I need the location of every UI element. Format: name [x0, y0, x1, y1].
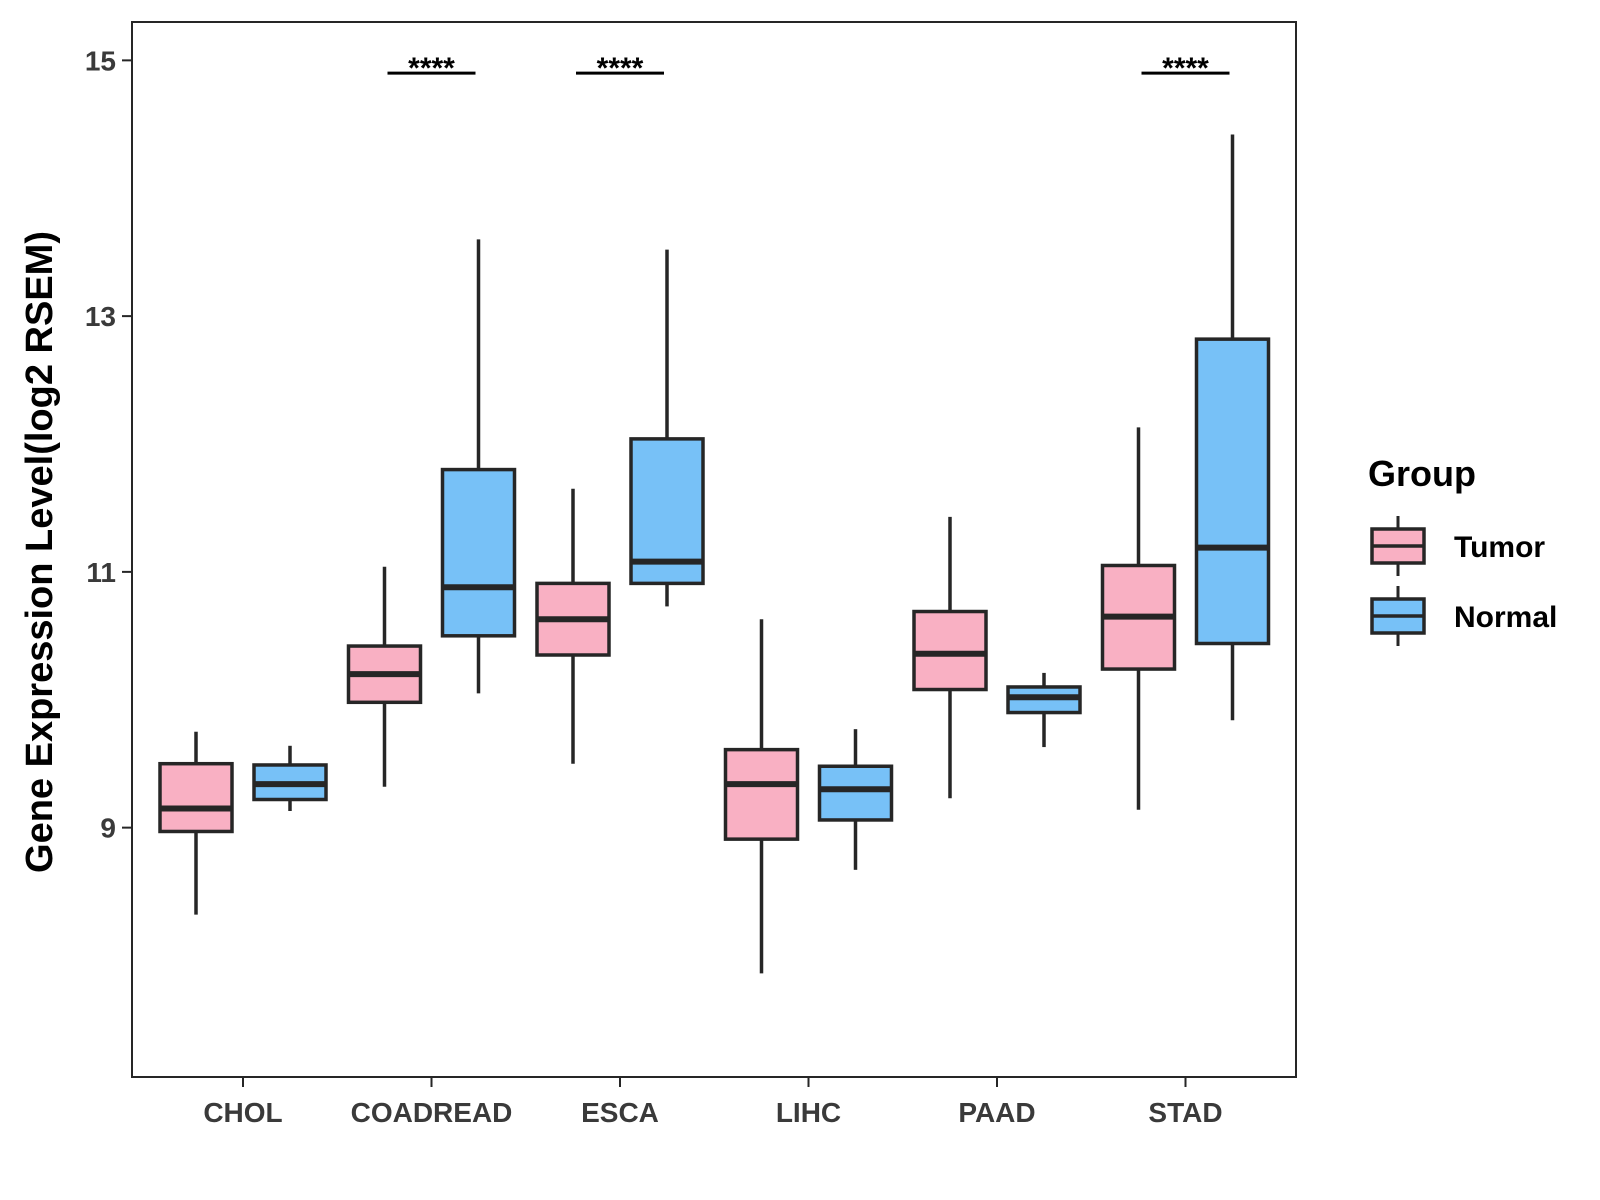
x-tick-label: LIHC: [776, 1097, 841, 1128]
x-tick-label: COADREAD: [351, 1097, 513, 1128]
x-tick-label: PAAD: [958, 1097, 1035, 1128]
legend-item-tumor: Tumor: [1370, 516, 1545, 576]
legend-item-normal: Normal: [1370, 586, 1557, 646]
x-tick-label: ESCA: [581, 1097, 659, 1128]
y-tick-label: 15: [85, 45, 116, 76]
x-tick-label: CHOL: [203, 1097, 282, 1128]
box-tumor-stad: [1100, 427, 1177, 810]
box-tumor-coadread: [346, 566, 423, 787]
significance-label: ****: [1162, 52, 1209, 85]
significance-label: ****: [597, 52, 644, 85]
y-axis-title: Gene Expression Level(log2 RSEM): [19, 231, 61, 873]
box-body: [723, 747, 800, 841]
box-tumor-chol: [158, 731, 234, 915]
box-normal-lihc: [817, 729, 894, 870]
box-tumor-paad: [912, 516, 988, 799]
panel-border: [131, 21, 1297, 1078]
box-normal-esca: [629, 249, 705, 607]
box-body: [817, 764, 894, 822]
x-tick-label: STAD: [1148, 1097, 1222, 1128]
box-tumor-lihc: [723, 619, 800, 974]
legend-label: Tumor: [1454, 531, 1545, 564]
y-tick-label: 11: [86, 557, 116, 588]
box-tumor-esca: [535, 488, 611, 764]
plot-area: 9 11 13 15 CHOL COADREAD ESCA LIHC PAAD STAD **** *…: [85, 21, 1297, 1128]
box-normal-chol: [252, 745, 328, 812]
significance-label: ****: [408, 52, 455, 85]
box-body: [912, 609, 988, 692]
box-normal-stad: [1194, 134, 1271, 721]
box-body: [440, 467, 517, 638]
box-normal-coadread: [440, 239, 517, 694]
legend-title: Group: [1368, 453, 1476, 494]
y-tick-label: 9: [100, 813, 116, 844]
legend: Group Tumor Normal: [1368, 453, 1557, 646]
box-body: [1194, 337, 1271, 646]
legend-label: Normal: [1454, 601, 1557, 634]
box-normal-paad: [1006, 672, 1082, 748]
box-body: [158, 761, 234, 834]
y-tick-label: 13: [85, 301, 116, 332]
